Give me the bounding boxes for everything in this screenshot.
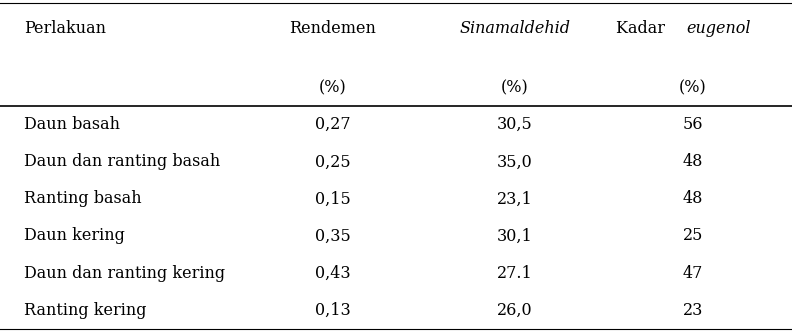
Text: 0,25: 0,25 [315,153,350,170]
Text: (%): (%) [501,80,529,97]
Text: 0,35: 0,35 [314,227,351,244]
Text: 23,1: 23,1 [497,191,533,208]
Text: 35,0: 35,0 [497,153,533,170]
Text: (%): (%) [318,80,347,97]
Text: 30,5: 30,5 [497,116,533,133]
Text: Daun kering: Daun kering [24,227,124,244]
Text: (%): (%) [679,80,707,97]
Text: 0,13: 0,13 [314,302,351,319]
Text: 0,15: 0,15 [314,191,351,208]
Text: 23: 23 [683,302,703,319]
Text: 47: 47 [683,265,703,282]
Text: Perlakuan: Perlakuan [24,20,106,37]
Text: 56: 56 [683,116,703,133]
Text: Sinamaldehid: Sinamaldehid [459,20,570,37]
Text: 25: 25 [683,227,703,244]
Text: Ranting kering: Ranting kering [24,302,147,319]
Text: 27.1: 27.1 [497,265,533,282]
Text: 26,0: 26,0 [497,302,532,319]
Text: Daun dan ranting kering: Daun dan ranting kering [24,265,225,282]
Text: Ranting basah: Ranting basah [24,191,142,208]
Text: eugenol: eugenol [686,20,751,37]
Text: 0,43: 0,43 [315,265,350,282]
Text: Kadar: Kadar [616,20,670,37]
Text: 0,27: 0,27 [315,116,350,133]
Text: Daun basah: Daun basah [24,116,120,133]
Text: 48: 48 [683,153,703,170]
Text: 30,1: 30,1 [497,227,533,244]
Text: Rendemen: Rendemen [289,20,376,37]
Text: 48: 48 [683,191,703,208]
Text: Daun dan ranting basah: Daun dan ranting basah [24,153,220,170]
